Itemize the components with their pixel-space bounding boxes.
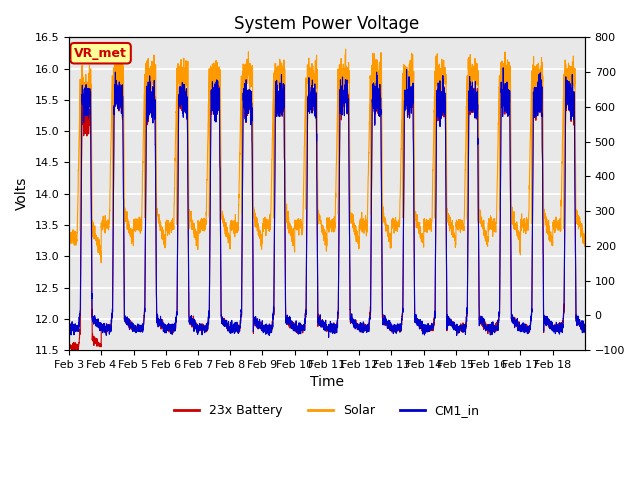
Line: CM1_in: CM1_in — [69, 68, 585, 337]
CM1_in — [469, 89, 477, 95]
23x Battery — [65, 345, 73, 350]
Legend: 23x Battery, Solar, CM1_in: 23x Battery, Solar, CM1_in — [169, 399, 484, 422]
Solar — [469, 77, 477, 83]
23x Battery — [65, 347, 73, 353]
Solar — [410, 74, 417, 80]
CM1_in — [461, 332, 469, 337]
23x Battery — [461, 324, 469, 330]
X-axis label: Time: Time — [310, 375, 344, 389]
CM1_in — [399, 310, 406, 315]
Solar — [461, 152, 469, 157]
CM1_in — [447, 320, 454, 325]
23x Battery — [447, 321, 454, 327]
CM1_in — [581, 326, 589, 332]
Solar — [154, 213, 162, 218]
CM1_in — [499, 65, 507, 71]
23x Battery — [469, 89, 477, 95]
Solar — [447, 219, 454, 225]
Solar — [342, 46, 349, 52]
23x Battery — [581, 323, 589, 329]
Text: VR_met: VR_met — [74, 47, 127, 60]
Title: System Power Voltage: System Power Voltage — [234, 15, 420, 33]
Y-axis label: Volts: Volts — [15, 177, 29, 210]
Line: Solar: Solar — [69, 49, 585, 263]
23x Battery — [410, 121, 417, 127]
CM1_in — [410, 121, 417, 127]
Solar — [65, 233, 73, 239]
23x Battery — [499, 65, 507, 71]
Solar — [581, 240, 589, 245]
Line: 23x Battery: 23x Battery — [69, 68, 585, 350]
Solar — [399, 199, 407, 205]
CM1_in — [65, 322, 73, 327]
CM1_in — [154, 319, 162, 325]
23x Battery — [154, 318, 162, 324]
Solar — [97, 260, 105, 265]
23x Battery — [399, 309, 406, 315]
CM1_in — [325, 335, 333, 340]
